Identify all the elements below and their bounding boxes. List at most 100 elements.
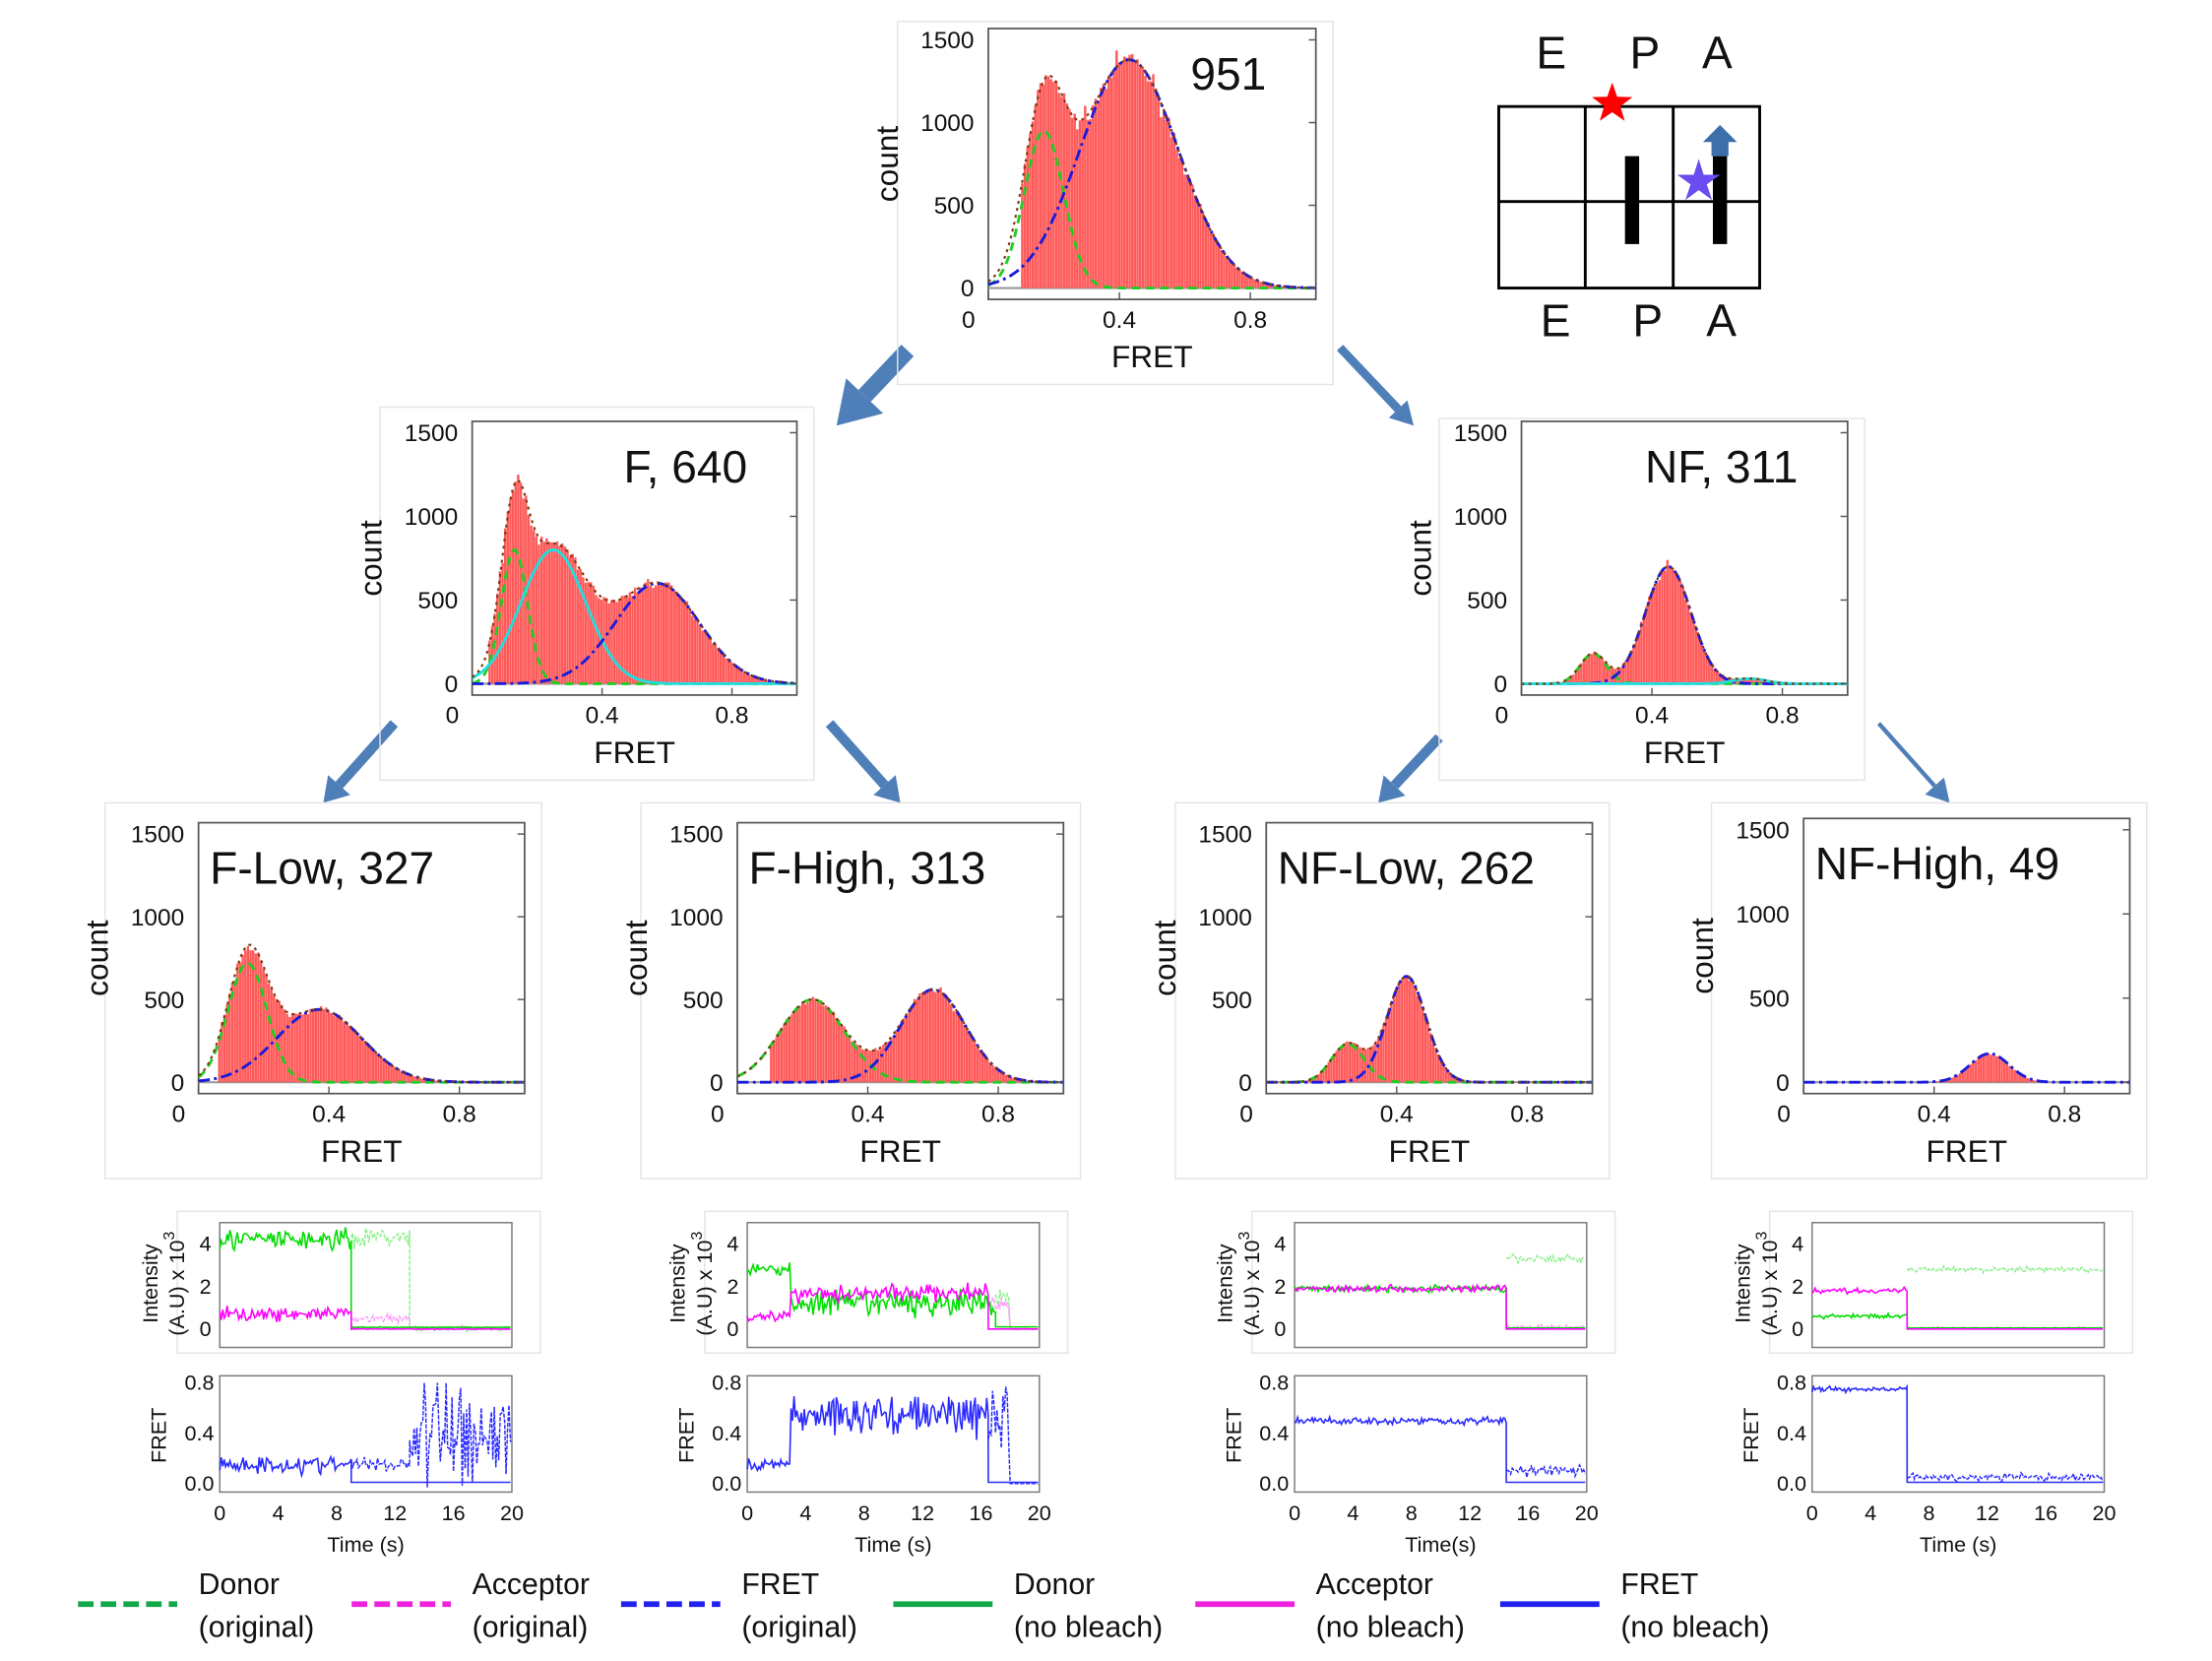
- y-tick-label: 500: [934, 193, 975, 220]
- histogram-bar: [350, 1029, 354, 1083]
- x-tick-label: 0.8: [2048, 1101, 2081, 1127]
- histogram-bar: [832, 1011, 836, 1083]
- histogram-bar: [944, 994, 948, 1083]
- intensity-label-line1: Intensity: [138, 1244, 162, 1323]
- legend-label: Acceptor: [1316, 1568, 1433, 1601]
- histogram-bar: [1248, 277, 1252, 288]
- site-label-bottom-a: A: [1706, 295, 1737, 347]
- histogram-bar: [550, 542, 553, 684]
- histogram-bar: [317, 1008, 320, 1083]
- histogram-bar: [979, 1050, 981, 1083]
- histogram-bar: [758, 677, 762, 684]
- histogram-bar: [1374, 1041, 1377, 1083]
- histogram-bar: [732, 664, 735, 684]
- panel-outline: [897, 21, 1334, 386]
- histogram-bar: [225, 1004, 228, 1083]
- fret-y-tick: 0.8: [1777, 1371, 1806, 1395]
- histogram-bar: [1180, 160, 1184, 288]
- histogram-bar: [955, 1011, 958, 1083]
- histogram-bar: [1262, 282, 1265, 288]
- histogram-bar: [366, 1043, 370, 1083]
- y-tick-label: 1500: [131, 822, 184, 849]
- histogram-title: F, 640: [624, 441, 748, 492]
- histogram-bar: [283, 1009, 286, 1083]
- x-axis-label: FRET: [1926, 1133, 2007, 1169]
- acceptor-no-bleach-trace: [1811, 1285, 2104, 1330]
- time-tick: 12: [911, 1501, 934, 1525]
- histogram-bar: [895, 1030, 898, 1083]
- histogram-bar: [1094, 98, 1098, 288]
- histogram-bar: [576, 569, 580, 684]
- y-tick-label: 0: [961, 276, 975, 302]
- histogram-bar: [655, 585, 658, 684]
- histogram-bar: [1416, 995, 1420, 1083]
- histogram-bar: [2024, 1076, 2027, 1083]
- histogram-bar: [892, 1035, 896, 1083]
- histogram-bar: [761, 678, 764, 684]
- histogram-bar: [592, 585, 596, 684]
- histogram-bar: [709, 638, 712, 684]
- histogram-bar: [696, 618, 699, 684]
- histogram-bar: [1131, 53, 1134, 288]
- histogram-bar: [1228, 261, 1231, 288]
- histogram-bar: [542, 542, 545, 684]
- histogram-bar: [1950, 1077, 1954, 1083]
- histogram-bar: [1338, 1049, 1341, 1083]
- x-tick-label: 0.4: [852, 1101, 885, 1127]
- intensity-label-line1: Intensity: [1213, 1244, 1237, 1323]
- x-tick-label: 0.8: [1233, 307, 1267, 334]
- histogram-bar: [222, 1014, 226, 1083]
- histogram-bar: [1031, 121, 1035, 288]
- fret-y-tick: 0.4: [184, 1421, 214, 1445]
- histogram-bar: [882, 1044, 885, 1083]
- histogram-bar: [1713, 669, 1716, 684]
- histogram-bar: [1185, 176, 1189, 288]
- histogram-bar: [1146, 81, 1150, 288]
- intensity-label-superscript: 3: [1236, 1232, 1253, 1241]
- intensity-y-tick: 4: [1274, 1232, 1286, 1256]
- histogram-bar: [1985, 1053, 1988, 1083]
- histogram-bar: [1109, 77, 1113, 288]
- y-tick-label: 500: [144, 988, 184, 1014]
- histogram-bar: [1105, 89, 1107, 288]
- fret-original-trace: [1505, 1463, 1587, 1479]
- fret-y-tick: 0.0: [712, 1471, 741, 1496]
- histogram-bar: [597, 598, 600, 684]
- legend: Donor (original) Acceptor (original) FRET (or…: [78, 1568, 1770, 1643]
- intensity-y-tick: 4: [1792, 1232, 1803, 1256]
- arrow-head: [873, 775, 901, 803]
- histogram-panel: 0 500 1000 1500 0 0.4 0.8 FRET count NF-High, 49: [1684, 801, 2148, 1180]
- histogram-bar: [968, 1032, 971, 1083]
- time-tick: 20: [500, 1501, 524, 1525]
- histogram-bar: [986, 1058, 989, 1083]
- histogram-bar: [1650, 593, 1654, 684]
- histogram-bar: [1953, 1075, 1957, 1083]
- histogram-bar: [698, 624, 702, 684]
- histogram-bar: [346, 1023, 348, 1083]
- histogram-bar: [734, 667, 738, 684]
- trace-panel: 0 2 4 0.0 0.4 0.8 0 4 8 12 16 20 Time (s) Intensity (A…: [138, 1210, 541, 1557]
- histogram-bar: [1238, 270, 1241, 288]
- histogram-bar: [845, 1033, 849, 1083]
- histogram-bar: [411, 1075, 414, 1083]
- legend-item: Acceptor (original): [351, 1568, 590, 1643]
- histogram-bar: [374, 1052, 377, 1083]
- histogram-bar: [1411, 980, 1414, 1083]
- histogram-bar: [740, 670, 743, 684]
- histogram-bar: [1684, 600, 1687, 684]
- histogram-bar: [1395, 990, 1398, 1083]
- legend-item: Donor (original): [78, 1568, 314, 1643]
- histogram-bar: [587, 582, 590, 684]
- histogram-panel: 0 500 1000 1500 0 0.4 0.8 FRET count F-Low, 327: [79, 801, 542, 1180]
- histogram-bar: [503, 528, 507, 684]
- histogram-bar: [790, 1013, 793, 1083]
- histogram-bar: [2010, 1067, 2014, 1083]
- histogram-bar: [561, 543, 564, 684]
- histogram-bar: [1705, 654, 1708, 684]
- y-axis-label: count: [79, 920, 114, 996]
- histogram-bar: [647, 579, 650, 684]
- histogram-bar: [1715, 671, 1719, 684]
- histogram-bar: [2008, 1065, 2011, 1083]
- histogram-bar: [1964, 1068, 1967, 1083]
- histogram-bar: [680, 599, 683, 684]
